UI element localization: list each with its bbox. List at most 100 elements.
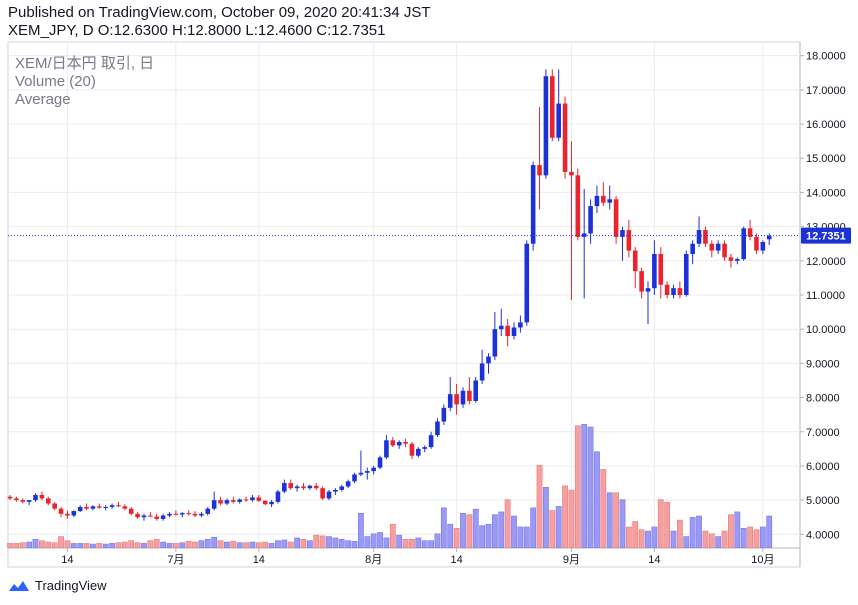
candle-body — [550, 76, 555, 138]
volume-bar — [511, 515, 517, 548]
candle-body — [569, 171, 574, 176]
candle-body — [377, 457, 383, 468]
candle-body — [262, 500, 268, 505]
volume-bar — [676, 519, 683, 548]
candle-body — [84, 506, 89, 509]
candle-body — [39, 495, 45, 499]
volume-bar — [102, 543, 109, 548]
candle-body — [173, 513, 179, 515]
candle-body — [122, 506, 128, 509]
candle-body — [135, 513, 140, 518]
volume-bar — [479, 525, 486, 548]
candle-body — [154, 516, 160, 519]
footer-brand[interactable]: TradingView — [8, 578, 107, 593]
candle-body — [77, 506, 83, 512]
candle-body — [735, 259, 740, 261]
volume-bar — [128, 540, 135, 548]
volume-bar — [728, 514, 734, 548]
y-tick-label: 15.0000 — [806, 153, 846, 165]
plot-frame — [7, 41, 801, 568]
candle-body — [71, 511, 77, 516]
volume-bar — [562, 485, 568, 548]
candle-body — [766, 235, 772, 240]
candle-body — [7, 496, 13, 499]
volume-bar — [440, 507, 447, 548]
candle-body — [26, 500, 32, 502]
volume-bar — [766, 515, 773, 548]
volume-bar — [306, 540, 313, 548]
volume-bar — [345, 540, 352, 548]
candle-body — [103, 506, 108, 508]
candle-body — [269, 501, 274, 505]
volume-bar — [638, 529, 645, 548]
candle-body — [14, 498, 19, 501]
y-tick-label: 6.0000 — [806, 461, 840, 473]
volume-bar — [19, 542, 26, 548]
volume-bar — [759, 526, 766, 548]
legend-average: Average — [15, 91, 71, 108]
volume-bar — [351, 541, 358, 548]
candle-body — [371, 467, 376, 472]
volume-bar — [645, 530, 651, 548]
volume-bar — [383, 537, 390, 548]
volume-bar — [268, 543, 275, 548]
candle-body — [741, 228, 746, 260]
candle-body — [256, 497, 262, 501]
candle-body — [537, 165, 542, 176]
candle-body — [620, 230, 625, 237]
volume-bar — [409, 538, 415, 548]
candle-body — [307, 485, 313, 489]
candle-body — [58, 508, 64, 514]
candle-body — [345, 481, 351, 487]
volume-bar — [13, 543, 20, 548]
candle-body — [467, 390, 472, 401]
candle-body — [601, 195, 606, 203]
volume-bar — [472, 508, 479, 548]
volume-bar — [594, 451, 600, 548]
volume-bar — [90, 543, 96, 548]
candle-body — [352, 474, 357, 482]
volume-bar — [58, 536, 64, 548]
candle-body — [224, 500, 230, 504]
volume-bar — [428, 540, 434, 548]
x-tick-label: 9月 — [563, 554, 580, 566]
candle-body — [148, 515, 153, 517]
volume-bar — [396, 534, 403, 548]
candle-body — [505, 325, 510, 337]
candle-body — [543, 76, 549, 176]
candle-body — [671, 288, 676, 295]
volume-bar — [255, 542, 262, 548]
x-tick-label: 14 — [253, 554, 265, 566]
volume-bar — [389, 523, 396, 548]
legend-volume: Volume (20) — [15, 73, 96, 90]
candle-body — [626, 230, 632, 251]
y-tick-label: 14.0000 — [806, 187, 846, 199]
candle-body — [320, 488, 325, 499]
candle-body — [473, 380, 479, 401]
volume-bar — [466, 514, 473, 548]
candle-body — [575, 175, 581, 237]
volume-bar — [217, 540, 224, 548]
candle-body — [199, 513, 204, 516]
volume-bar — [498, 511, 505, 548]
candle-body — [288, 483, 294, 489]
candle-body — [715, 243, 721, 251]
candle-body — [179, 513, 185, 515]
volume-bar — [683, 536, 690, 548]
volume-bar — [415, 537, 422, 548]
volume-bar — [281, 539, 288, 548]
volume-bar — [581, 424, 588, 548]
volume-bar — [287, 541, 294, 548]
candle-body — [677, 288, 683, 295]
volume-bar — [708, 533, 715, 548]
published-header: Published on TradingView.com, October 09… — [8, 4, 431, 21]
candle-body — [479, 363, 485, 381]
volume-bar — [300, 538, 307, 548]
volume-bar — [211, 536, 218, 548]
footer-brand-label: TradingView — [35, 578, 107, 593]
candle-body — [454, 394, 459, 405]
y-tick-label: 11.0000 — [806, 290, 845, 302]
volume-bar — [115, 542, 122, 548]
volume-bar — [236, 542, 243, 548]
